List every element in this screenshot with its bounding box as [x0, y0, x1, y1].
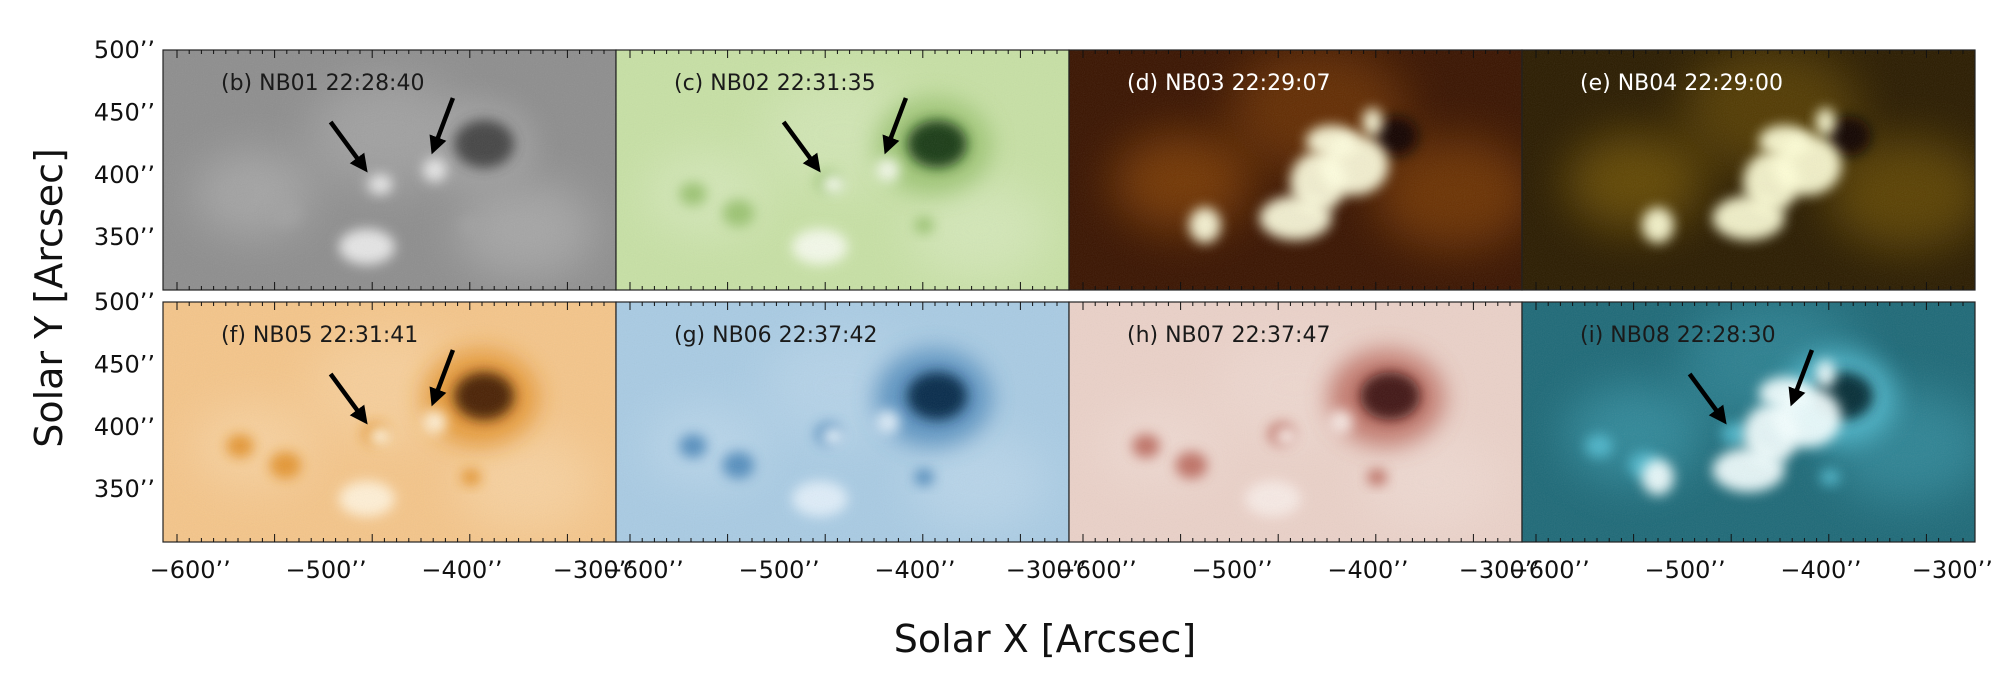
panel-ticks	[629, 302, 1058, 542]
grain-texture	[616, 302, 1069, 542]
x-tick-label: −500’’	[285, 556, 366, 584]
x-tick-label: −300’’	[1006, 556, 1087, 584]
grain-texture	[163, 50, 616, 290]
arrow-icon	[429, 349, 456, 407]
panel-frame	[1521, 49, 1976, 291]
panel-ticks	[176, 302, 605, 542]
panels-layer: (b) NB01 22:28:40 (c) NB02 22:31:35 (d) NB…	[162, 49, 1976, 543]
x-tick-label: −600’’	[150, 556, 231, 584]
y-tick-label: 400’’	[94, 161, 155, 189]
panel-label: (h) NB07 22:37:47	[1127, 323, 1330, 348]
x-tick-label: −500’’	[1644, 556, 1725, 584]
arrow-icon	[328, 372, 368, 425]
arrow-icon	[328, 120, 368, 173]
arrow-icon	[1687, 372, 1727, 425]
x-tick-label: −600’’	[1509, 556, 1590, 584]
x-tick-label: −500’’	[1191, 556, 1272, 584]
x-tick-label: −400’’	[1327, 556, 1408, 584]
grain-texture	[163, 302, 616, 542]
panel-label: (e) NB04 22:29:00	[1580, 71, 1783, 96]
panel-label: (f) NB05 22:31:41	[221, 323, 418, 348]
x-tick-label: −400’’	[874, 556, 955, 584]
arrow-icon	[882, 97, 909, 155]
x-tick-label: −600’’	[603, 556, 684, 584]
x-tick-label: −300’’	[1912, 556, 1993, 584]
panel-frame	[1521, 301, 1976, 543]
y-tick-label: 400’’	[94, 413, 155, 441]
image-panel: (b) NB01 22:28:40	[162, 49, 617, 291]
image-panel: (h) NB07 22:37:47	[1068, 301, 1523, 543]
image-panel: (i) NB08 22:28:30	[1521, 301, 1976, 543]
panel-ticks	[1082, 302, 1511, 542]
y-tick-label: 350’’	[94, 475, 155, 503]
panel-label: (d) NB03 22:29:07	[1127, 71, 1330, 96]
axes-layer: 500’’ 450’’ 400’’ 350’’ 500’’ 450’’ 400’’ 350’’…	[94, 36, 1993, 584]
image-panel: (f) NB05 22:31:41	[162, 301, 617, 543]
x-tick-label: −400’’	[421, 556, 502, 584]
x-tick-label: −500’’	[738, 556, 819, 584]
grain-texture	[1069, 50, 1522, 290]
grain-texture	[616, 50, 1069, 290]
panel-ticks	[176, 50, 605, 290]
panel-label: (g) NB06 22:37:42	[674, 323, 877, 348]
grain-texture	[1069, 302, 1522, 542]
x-tick-label: −300’’	[553, 556, 634, 584]
panel-ticks	[1082, 50, 1511, 290]
arrow-icon	[1788, 349, 1815, 407]
x-axis-title: Solar X [Arcsec]	[894, 617, 1196, 661]
x-tick-label: −600’’	[1056, 556, 1137, 584]
x-tick-label: −300’’	[1459, 556, 1540, 584]
image-panel: (d) NB03 22:29:07	[1068, 49, 1523, 291]
arrow-icon	[781, 120, 821, 173]
panel-label: (i) NB08 22:28:30	[1580, 323, 1776, 348]
panel-ticks	[1535, 302, 1964, 542]
y-tick-label: 500’’	[94, 36, 155, 64]
image-panel: (g) NB06 22:37:42	[615, 301, 1070, 543]
x-tick-label: −400’’	[1780, 556, 1861, 584]
panel-ticks	[1535, 50, 1964, 290]
y-tick-label: 450’’	[94, 98, 155, 126]
panel-label: (b) NB01 22:28:40	[221, 71, 424, 96]
arrow-icon	[429, 97, 456, 155]
y-tick-label: 350’’	[94, 223, 155, 251]
image-panel: (c) NB02 22:31:35	[615, 49, 1070, 291]
y-axis-title: Solar Y [Arcsec]	[27, 148, 71, 448]
panel-label: (c) NB02 22:31:35	[674, 71, 876, 96]
y-tick-label: 500’’	[94, 288, 155, 316]
y-tick-label: 450’’	[94, 350, 155, 378]
image-panel: (e) NB04 22:29:00	[1521, 49, 1976, 291]
grain-texture	[1522, 50, 1975, 290]
grain-texture	[1522, 302, 1975, 542]
panel-ticks	[629, 50, 1058, 290]
